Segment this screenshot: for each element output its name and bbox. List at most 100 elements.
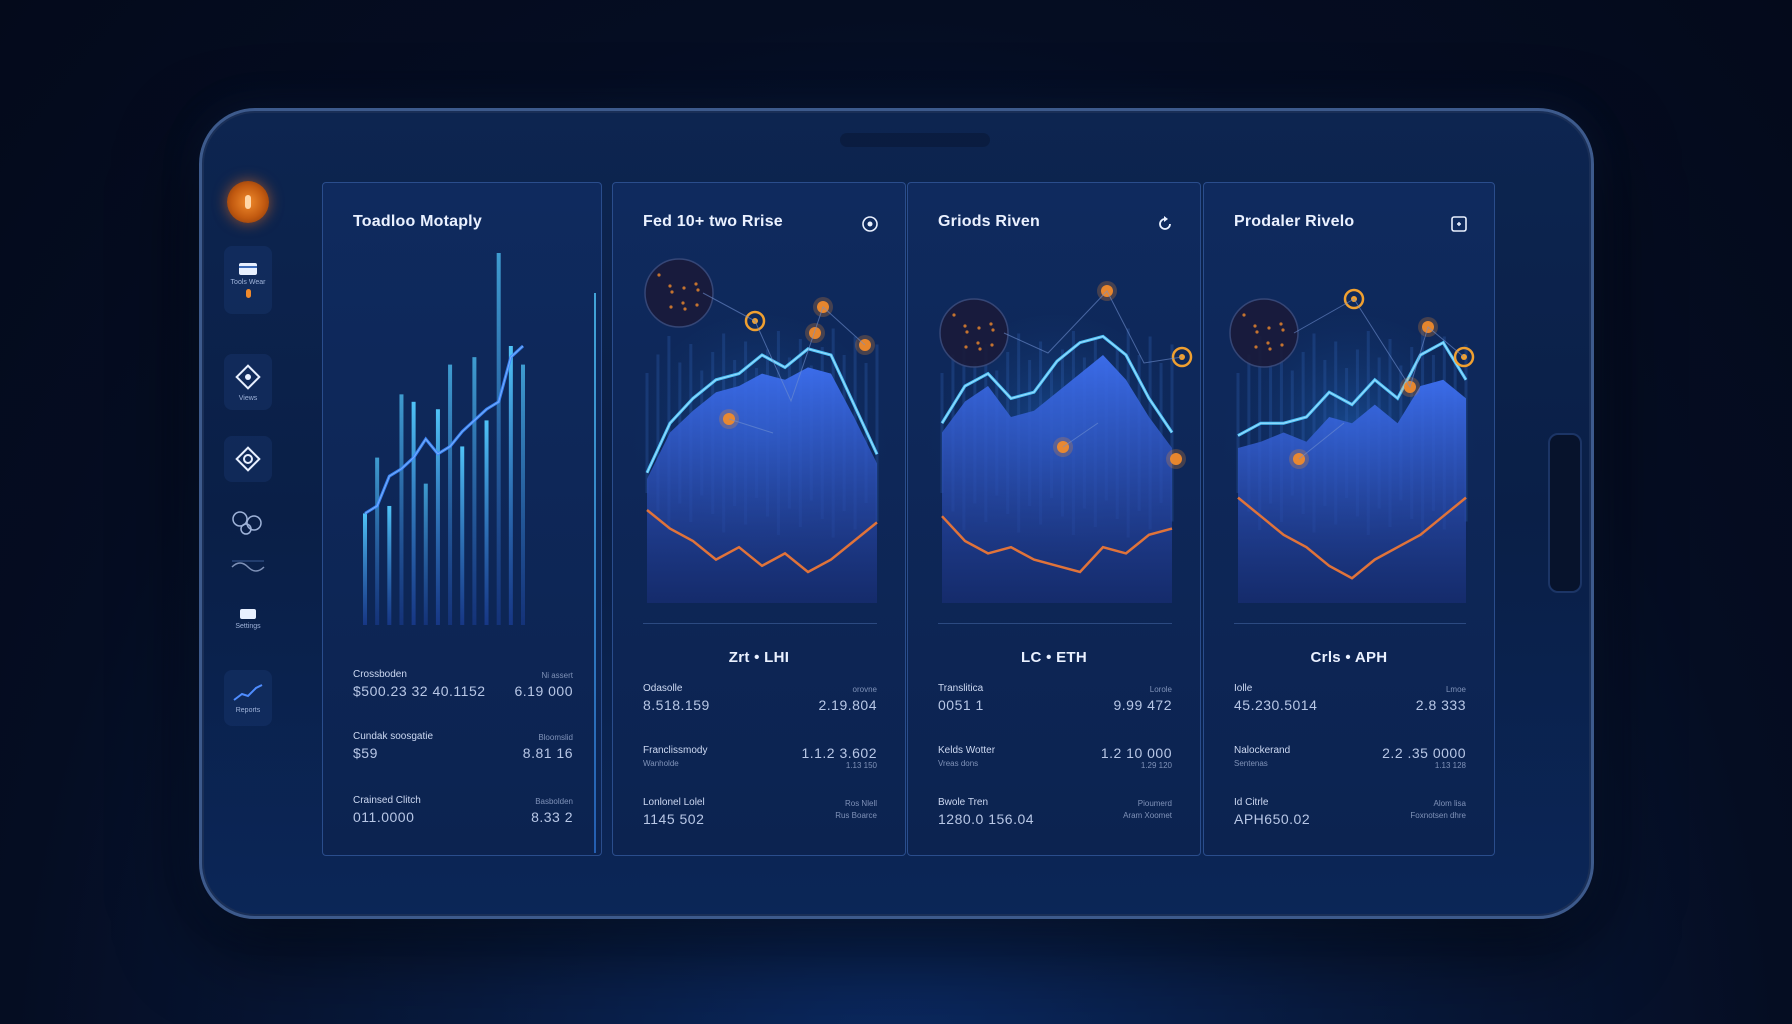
globe-icon: [644, 258, 714, 328]
panel-title: Griods Riven: [938, 213, 1040, 230]
stat-sub: Wanholde: [643, 759, 679, 768]
stat-label: Crainsed Clitch: [353, 795, 421, 806]
stat-right-value: 8.81 16: [522, 745, 573, 761]
sidebar-item-settings[interactable]: Settings: [224, 596, 272, 642]
node-ring: [1343, 288, 1365, 310]
globe-dot: [682, 286, 686, 290]
globe-dot: [1254, 345, 1258, 349]
target-icon: [235, 446, 261, 472]
sidebar-item-label: Settings: [235, 623, 261, 630]
globe-dot: [1280, 343, 1284, 347]
sidebar-item-wallet[interactable]: Tools Wear: [224, 246, 272, 314]
globe-dot: [670, 290, 674, 294]
pair-label: Zrt • LHI: [728, 649, 790, 666]
stat-value: APH650.02: [1234, 811, 1311, 827]
globe-dot: [694, 282, 698, 286]
sidebar: Tools Wear Views Settings Reports: [222, 176, 274, 736]
stat-row: Crossboden $500.23 32 40.1152 Ni assert …: [353, 669, 573, 713]
stat-right-label: Ni assert: [541, 671, 573, 680]
card-icon: [240, 609, 256, 619]
sidebar-item-target[interactable]: [224, 436, 272, 482]
globe-dot: [681, 301, 685, 305]
globe-dot: [991, 328, 995, 332]
bar: [387, 505, 392, 625]
globe-dot: [1253, 324, 1257, 328]
area-fill: [942, 355, 1172, 603]
stat-right-value: 2.2 .35 0000: [1382, 745, 1466, 761]
stat-value: 0051 1: [938, 697, 984, 713]
diamond-icon: [235, 364, 261, 390]
stat-right-label: Bloomslid: [538, 733, 573, 742]
globe-dot: [990, 343, 994, 347]
stat-row: Lonlonel Lolel 1145 502 Ros Nlell Rus Bo…: [643, 797, 877, 841]
divider: [938, 623, 1172, 624]
divider: [1234, 623, 1466, 624]
panel-title: Prodaler Rivelo: [1234, 213, 1355, 230]
stat-right-sub: Rus Boarce: [835, 811, 877, 820]
globe-dot: [1281, 328, 1285, 332]
sidebar-item-link[interactable]: [224, 552, 272, 582]
stat-right-value: 1.2 10 000: [1100, 745, 1172, 761]
stat-right-value: 2.19.804: [818, 697, 877, 713]
node-dot: [1170, 453, 1182, 465]
node-dot: [809, 327, 821, 339]
stat-row: Bwole Tren 1280.0 156.04 Pioumerd Aram X…: [938, 797, 1172, 841]
globe-dot: [1279, 322, 1283, 326]
stat-label: Cundak soosgatie: [353, 731, 434, 742]
globe-dot: [695, 303, 699, 307]
stat-row: Nalockerand Sentenas 2.2 .35 0000 1.13 1…: [1234, 745, 1466, 789]
stat-value: 45.230.5014: [1234, 697, 1318, 713]
area-chart: [1222, 288, 1478, 603]
series-line: [941, 335, 1173, 433]
stat-right-value: 9.99 472: [1113, 697, 1172, 713]
stat-value: 1145 502: [643, 811, 705, 827]
stat-right-sub: 1.29 120: [1140, 761, 1172, 770]
sidebar-item-reports[interactable]: Reports: [224, 670, 272, 726]
stat-value: $59: [353, 745, 378, 761]
node-ring: [1453, 346, 1475, 368]
wallet-icon: [239, 263, 257, 275]
globe-dot: [669, 305, 673, 309]
stat-row: Odasolle 8.518.159 orovne 2.19.804: [643, 683, 877, 727]
refresh-icon[interactable]: [1156, 215, 1174, 233]
stat-right-label: orovne: [852, 685, 877, 694]
globe-dot: [683, 307, 687, 311]
scroll-indicator[interactable]: [594, 293, 596, 853]
bar: [363, 513, 367, 625]
stat-right-label: Alom lisa: [1433, 799, 1466, 808]
stat-right-sub: 1.13 128: [1434, 761, 1466, 770]
pair-label: LC • ETH: [1021, 649, 1087, 666]
stat-row: Translitica 0051 1 Lorole 9.99 472: [938, 683, 1172, 727]
coin-icon[interactable]: [861, 215, 879, 233]
expand-icon[interactable]: [1450, 215, 1468, 233]
globe-dot: [1255, 330, 1259, 334]
node-dot: [1166, 449, 1186, 469]
node-ring: [1171, 346, 1193, 368]
bar: [423, 483, 428, 625]
bar: [399, 394, 404, 625]
stat-right-value: 2.8 333: [1415, 697, 1466, 713]
stat-value: 1280.0 156.04: [938, 811, 1035, 827]
globe-dot: [1268, 347, 1272, 351]
area-chart: [927, 281, 1193, 603]
coin-icon[interactable]: [227, 181, 269, 223]
sidebar-item-views[interactable]: Views: [224, 354, 272, 410]
stat-value: $500.23 32 40.1152: [353, 683, 486, 699]
stat-label: Lonlonel Lolel: [643, 797, 705, 808]
bar: [435, 409, 440, 625]
stat-label: Nalockerand: [1234, 745, 1291, 756]
panel-card-4: Prodaler Rivelo Crls • APH Iolle 45.230.…: [1203, 182, 1495, 856]
stat-right-label: Ros Nlell: [844, 799, 877, 808]
area-fill: [647, 367, 877, 603]
stat-row: Crainsed Clitch 011.0000 Basbolden 8.33 …: [353, 795, 573, 839]
bar: [460, 446, 465, 625]
bar: [484, 420, 489, 625]
panel-card-1: Toadloo Motaply Crossboden $500.23 32 40…: [322, 182, 602, 856]
network-icon: [232, 511, 262, 535]
bar: [508, 346, 513, 625]
sidebar-item-network[interactable]: [224, 502, 272, 542]
stat-row: Id Citrle APH650.02 Alom lisa Foxnotsen …: [1234, 797, 1466, 841]
stat-right-sub: Aram Xoomet: [1123, 811, 1172, 820]
stat-sub: Vreas dons: [938, 759, 979, 768]
series-line: [646, 509, 878, 574]
